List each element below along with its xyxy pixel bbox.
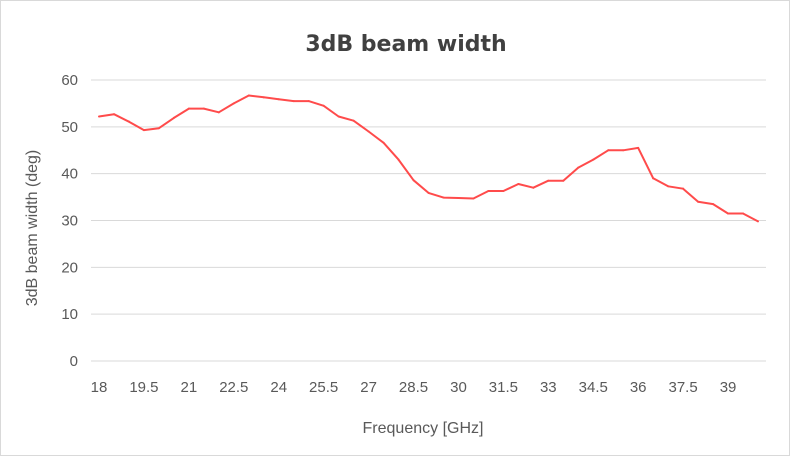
- data-point: [187, 107, 190, 110]
- y-axis-label: 3dB beam width (deg): [24, 150, 41, 307]
- data-point: [127, 120, 130, 123]
- data-point: [697, 200, 700, 203]
- data-point: [547, 179, 550, 182]
- data-point: [607, 149, 610, 152]
- y-tick-label: 0: [70, 353, 78, 370]
- x-tick-label: 25.5: [309, 379, 338, 396]
- y-tick-label: 20: [61, 259, 78, 276]
- x-tick-label: 18: [91, 379, 108, 396]
- data-point: [217, 111, 220, 114]
- chart-title: 3dB beam width: [305, 32, 506, 57]
- y-tick-label: 40: [61, 166, 78, 183]
- x-tick-label: 27: [360, 379, 377, 396]
- data-point: [532, 186, 535, 189]
- data-point: [112, 113, 115, 116]
- data-point: [412, 179, 415, 182]
- x-axis-ticks: 18 19.5 21 22.5 24 25.5 27 28.5 30 31.5 33 34.5 36 37…: [91, 379, 737, 396]
- data-point: [382, 141, 385, 144]
- series-line: [98, 94, 759, 223]
- data-point: [322, 104, 325, 107]
- data-point: [247, 94, 250, 97]
- data-point: [502, 189, 505, 192]
- y-tick-label: 50: [61, 119, 78, 136]
- x-tick-label: 19.5: [129, 379, 158, 396]
- data-point: [667, 185, 670, 188]
- x-tick-label: 28.5: [399, 379, 428, 396]
- x-tick-label: 37.5: [669, 379, 698, 396]
- data-point: [562, 179, 565, 182]
- data-point: [262, 96, 265, 99]
- data-point: [577, 166, 580, 169]
- data-point: [337, 115, 340, 118]
- x-tick-label: 34.5: [579, 379, 608, 396]
- data-point: [277, 98, 280, 101]
- data-point: [472, 197, 475, 200]
- data-point: [397, 158, 400, 161]
- y-tick-label: 30: [61, 213, 78, 230]
- x-tick-label: 36: [630, 379, 647, 396]
- data-point: [172, 116, 175, 119]
- data-point: [352, 119, 355, 122]
- x-tick-label: 24: [270, 379, 287, 396]
- data-point: [712, 203, 715, 206]
- y-tick-label: 10: [61, 306, 78, 323]
- data-point: [457, 197, 460, 200]
- x-tick-label: 31.5: [489, 379, 518, 396]
- data-point: [727, 212, 730, 215]
- data-point: [427, 191, 430, 194]
- data-point: [592, 158, 595, 161]
- data-point: [757, 220, 759, 223]
- data-point: [637, 146, 640, 149]
- data-point: [157, 127, 160, 130]
- data-point: [367, 130, 370, 133]
- x-tick-label: 22.5: [219, 379, 248, 396]
- data-point: [742, 212, 745, 215]
- x-tick-label: 39: [720, 379, 737, 396]
- data-point: [232, 102, 235, 105]
- x-axis-label: Frequency [GHz]: [363, 420, 484, 437]
- data-point: [487, 189, 490, 192]
- data-point: [682, 187, 685, 190]
- x-tick-label: 21: [181, 379, 198, 396]
- data-point: [442, 196, 445, 199]
- x-tick-label: 33: [540, 379, 557, 396]
- data-point: [622, 149, 625, 152]
- y-tick-label: 60: [61, 72, 78, 89]
- data-point: [652, 177, 655, 180]
- y-axis-ticks: 0 10 20 30 40 50 60: [61, 72, 78, 370]
- x-tick-label: 30: [450, 379, 467, 396]
- gridlines: [91, 79, 766, 362]
- data-point: [202, 107, 205, 110]
- data-point: [142, 129, 145, 132]
- data-point: [98, 115, 100, 118]
- data-point: [307, 100, 310, 103]
- data-point: [292, 100, 295, 103]
- data-point: [517, 182, 520, 185]
- series-layer: [98, 94, 759, 223]
